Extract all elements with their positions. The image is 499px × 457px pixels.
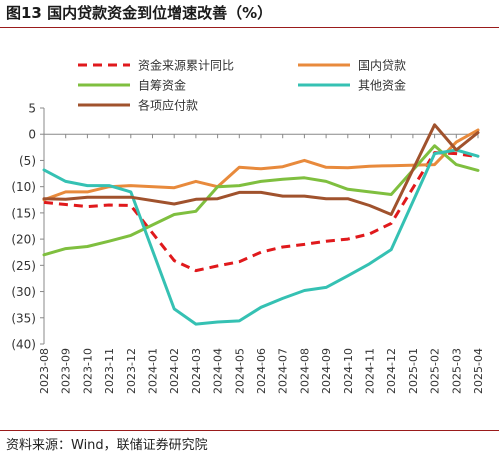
- series-line: [42, 144, 480, 257]
- x-tick-label: 2023-08: [38, 348, 51, 394]
- x-tick-label: 2024-12: [385, 348, 398, 394]
- axes: 5 0 (5) (10) (15) (20) (25) (30) (35) (40)2023-08…: [11, 102, 485, 394]
- legend-item: 自筹资金: [78, 78, 186, 93]
- x-tick-label: 2025-01: [407, 348, 420, 394]
- x-tick-label: 2024-11: [364, 348, 377, 394]
- x-tick-label: 2024-07: [277, 348, 290, 394]
- legend-item: 各项应付款: [78, 98, 198, 113]
- y-tick-label: 5: [28, 102, 36, 116]
- y-tick-label: (10): [11, 180, 36, 194]
- legend-item: 国内贷款: [298, 59, 406, 73]
- legend-label: 各项应付款: [138, 98, 198, 113]
- series-line: [42, 148, 480, 326]
- y-tick-label: (40): [11, 338, 36, 352]
- x-tick-label: 2023-09: [60, 348, 73, 394]
- x-tick-label: 2024-01: [147, 348, 160, 394]
- chart-title: 图13 国内贷款资金到位增速改善（%）: [6, 4, 273, 22]
- legend-label: 自筹资金: [138, 78, 186, 93]
- x-tick-label: 2025-03: [450, 348, 463, 394]
- x-tick-label: 2024-04: [212, 348, 225, 394]
- source-note: 资料来源：Wind，联储证券研究院: [6, 438, 208, 453]
- title-rule: [0, 27, 499, 28]
- x-tick-label: 2025-04: [472, 348, 485, 394]
- y-tick-label: 0: [28, 128, 36, 142]
- x-tick-label: 2024-06: [255, 348, 268, 394]
- series-line: [42, 123, 480, 216]
- x-tick-label: 2024-02: [168, 348, 181, 394]
- x-tick-label: 2025-02: [429, 348, 442, 394]
- y-tick-label: (20): [11, 233, 36, 247]
- x-tick-label: 2024-08: [298, 348, 311, 394]
- y-tick-label: (30): [11, 285, 36, 299]
- x-tick-label: 2024-05: [233, 348, 246, 394]
- legend-item: 资金来源累计同比: [78, 58, 234, 73]
- series-line: [43, 151, 479, 273]
- x-tick-label: 2024-09: [320, 348, 333, 394]
- series-layer: [42, 123, 480, 326]
- x-tick-label: 2024-03: [190, 348, 203, 394]
- x-tick-label: 2023-11: [103, 348, 116, 394]
- legend-label: 其他资金: [358, 78, 406, 93]
- legend-label: 国内贷款: [358, 59, 406, 73]
- y-tick-label: (5): [19, 154, 36, 168]
- x-tick-label: 2023-10: [81, 348, 94, 394]
- y-tick-label: (25): [11, 259, 36, 273]
- y-tick-label: (15): [11, 206, 36, 220]
- x-tick-label: 2024-10: [342, 348, 355, 394]
- y-tick-label: (35): [11, 311, 36, 325]
- source-rule: [0, 430, 499, 431]
- legend-item: 其他资金: [298, 78, 406, 93]
- x-tick-label: 2023-12: [125, 348, 138, 394]
- legend-label: 资金来源累计同比: [138, 58, 234, 73]
